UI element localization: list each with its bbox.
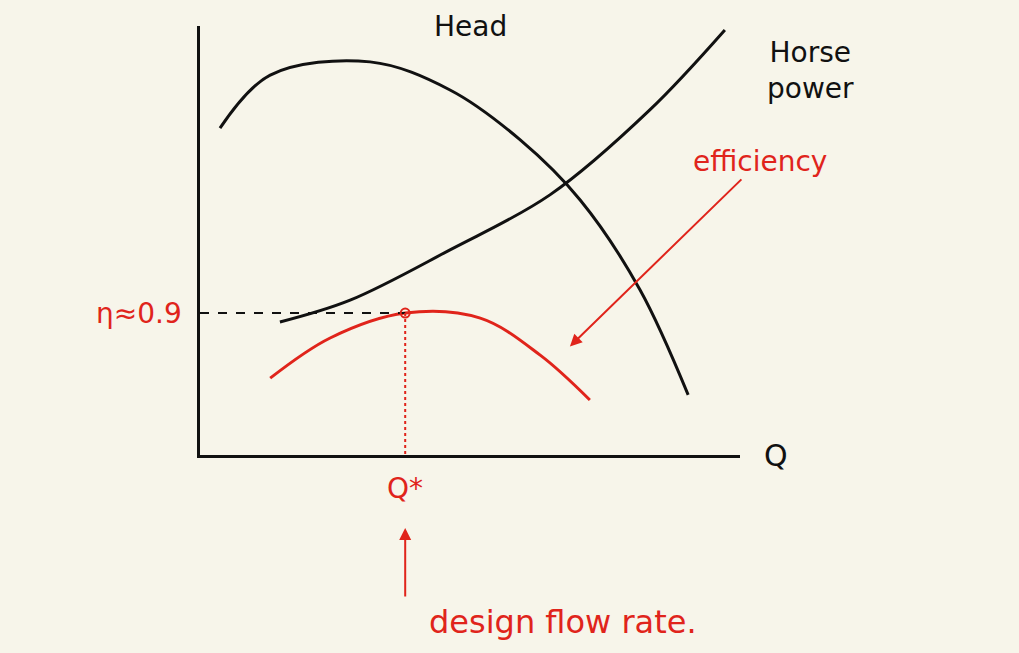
svg-text:efficiency: efficiency xyxy=(693,145,827,178)
svg-text:Q*: Q* xyxy=(387,472,423,505)
svg-text:design flow rate.: design flow rate. xyxy=(429,603,697,641)
svg-text:Horsepower: Horsepower xyxy=(767,36,854,105)
svg-text:Q: Q xyxy=(764,438,788,473)
svg-text:η≈0.9: η≈0.9 xyxy=(96,297,182,330)
svg-text:Head: Head xyxy=(434,10,507,43)
